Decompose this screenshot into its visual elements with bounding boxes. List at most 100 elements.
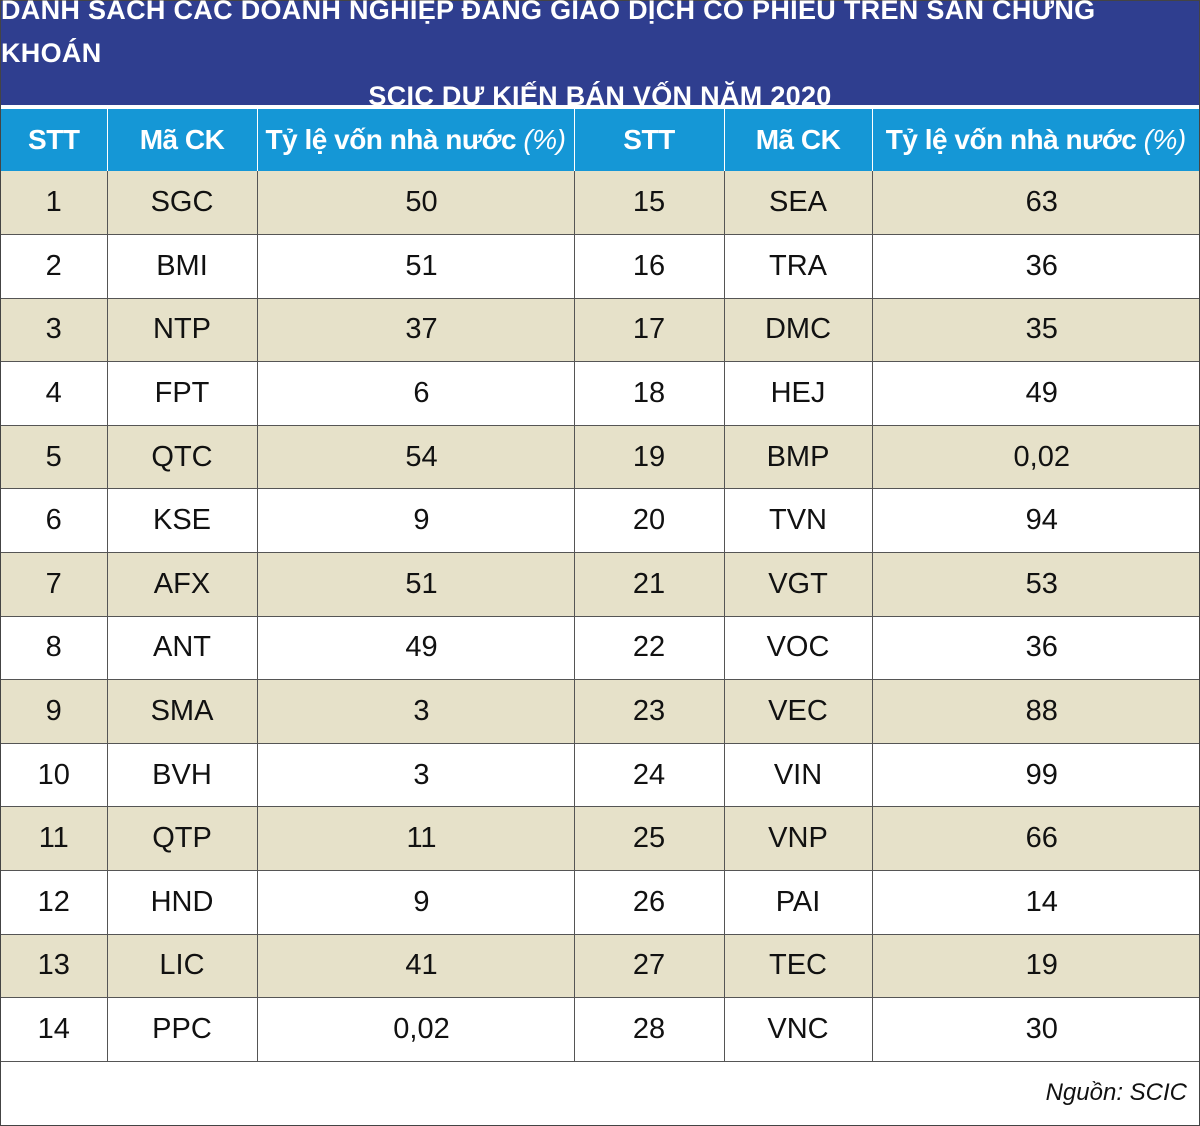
stt-cell: 17 [574, 298, 725, 363]
stt-cell: 13 [1, 934, 108, 999]
stt-cell: 10 [1, 743, 108, 808]
ratio-cell: 9 [257, 870, 575, 935]
code-cell: NTP [107, 298, 258, 363]
code-cell: VNC [724, 997, 873, 1062]
ratio-cell: 37 [257, 298, 575, 363]
stt-cell: 11 [1, 806, 108, 872]
header-stt-2: STT [574, 109, 725, 171]
ratio-cell: 3 [257, 743, 575, 808]
code-cell: QTC [107, 425, 258, 490]
table-body: 1 SGC 50 15 SEA 63 2 BMI 51 16 TRA 36 3 NTP 37 17 DMC 35 4… [1, 171, 1199, 1062]
ratio-cell: 53 [872, 552, 1199, 617]
table-row: 11 QTP 11 25 VNP 66 [1, 806, 1199, 872]
code-cell: HND [107, 870, 258, 935]
table-row: 3 NTP 37 17 DMC 35 [1, 298, 1199, 363]
code-cell: VGT [724, 552, 873, 617]
code-cell: VEC [724, 679, 873, 744]
table-row: 7 AFX 51 21 VGT 53 [1, 552, 1199, 617]
stt-cell: 4 [1, 361, 108, 426]
code-cell: BMI [107, 234, 258, 299]
code-cell: AFX [107, 552, 258, 617]
title-line-2: SCIC DỰ KIẾN BÁN VỐN NĂM 2020 [368, 80, 832, 111]
stt-cell: 7 [1, 552, 108, 617]
table-title: DANH SÁCH CÁC DOANH NGHIỆP ĐANG GIAO DỊC… [1, 0, 1199, 111]
title-line-1: DANH SÁCH CÁC DOANH NGHIỆP ĐANG GIAO DỊC… [1, 0, 1096, 68]
header-ty-le-label-2: Tỷ lệ vốn nhà nước [885, 124, 1137, 155]
ratio-cell: 6 [257, 361, 575, 426]
code-cell: TRA [724, 234, 873, 299]
stt-cell: 9 [1, 679, 108, 744]
ratio-cell: 50 [257, 171, 575, 236]
code-cell: SMA [107, 679, 258, 744]
code-cell: QTP [107, 806, 258, 872]
stt-cell: 24 [574, 743, 725, 808]
stt-cell: 28 [574, 997, 725, 1062]
ratio-cell: 66 [872, 806, 1199, 872]
ratio-cell: 14 [872, 870, 1199, 935]
ratio-cell: 54 [257, 425, 575, 490]
code-cell: TEC [724, 934, 873, 999]
code-cell: TVN [724, 488, 873, 554]
ratio-cell: 49 [257, 616, 575, 681]
code-cell: VOC [724, 616, 873, 681]
header-unit-2: (%) [1143, 124, 1187, 155]
stt-cell: 14 [1, 997, 108, 1062]
header-ma-ck-2: Mã CK [724, 109, 873, 171]
stt-cell: 3 [1, 298, 108, 363]
stt-cell: 15 [574, 171, 725, 236]
ratio-cell: 36 [872, 234, 1199, 299]
code-cell: BMP [724, 425, 873, 490]
stt-cell: 19 [574, 425, 725, 490]
header-unit: (%) [523, 124, 566, 155]
enterprise-table: STT Mã CK Tỷ lệ vốn nhà nước (%) STT Mã … [1, 109, 1199, 1062]
table-row: 14 PPC 0,02 28 VNC 30 [1, 997, 1199, 1062]
code-cell: FPT [107, 361, 258, 426]
stt-cell: 12 [1, 870, 108, 935]
header-stt: STT [1, 109, 108, 171]
stt-cell: 8 [1, 616, 108, 681]
ratio-cell: 3 [257, 679, 575, 744]
table-row: 8 ANT 49 22 VOC 36 [1, 616, 1199, 681]
code-cell: VIN [724, 743, 873, 808]
ratio-cell: 99 [872, 743, 1199, 808]
header-ty-le-label: Tỷ lệ vốn nhà nước [265, 124, 517, 155]
stt-cell: 16 [574, 234, 725, 299]
ratio-cell: 35 [872, 298, 1199, 363]
code-cell: HEJ [724, 361, 873, 426]
table-row: 5 QTC 54 19 BMP 0,02 [1, 425, 1199, 490]
code-cell: ANT [107, 616, 258, 681]
code-cell: PAI [724, 870, 873, 935]
code-cell: BVH [107, 743, 258, 808]
header-ty-le: Tỷ lệ vốn nhà nước (%) [257, 109, 575, 171]
stt-cell: 21 [574, 552, 725, 617]
stt-cell: 6 [1, 488, 108, 554]
code-cell: SEA [724, 171, 873, 236]
header-ma-ck: Mã CK [107, 109, 258, 171]
table-row: 9 SMA 3 23 VEC 88 [1, 679, 1199, 744]
stt-cell: 23 [574, 679, 725, 744]
table-row: 10 BVH 3 24 VIN 99 [1, 743, 1199, 808]
header-ty-le-2: Tỷ lệ vốn nhà nước (%) [872, 109, 1199, 171]
ratio-cell: 88 [872, 679, 1199, 744]
table-row: 1 SGC 50 15 SEA 63 [1, 171, 1199, 236]
table-row: 12 HND 9 26 PAI 14 [1, 870, 1199, 935]
ratio-cell: 30 [872, 997, 1199, 1062]
stt-cell: 2 [1, 234, 108, 299]
header-row: STT Mã CK Tỷ lệ vốn nhà nước (%) STT Mã … [1, 109, 1199, 171]
ratio-cell: 63 [872, 171, 1199, 236]
ratio-cell: 36 [872, 616, 1199, 681]
ratio-cell: 0,02 [257, 997, 575, 1062]
table-row: 6 KSE 9 20 TVN 94 [1, 488, 1199, 554]
stt-cell: 26 [574, 870, 725, 935]
code-cell: DMC [724, 298, 873, 363]
stt-cell: 27 [574, 934, 725, 999]
stt-cell: 25 [574, 806, 725, 872]
table-row: 2 BMI 51 16 TRA 36 [1, 234, 1199, 299]
source-note: Nguồn: SCIC [1045, 1079, 1187, 1106]
ratio-cell: 51 [257, 552, 575, 617]
ratio-cell: 94 [872, 488, 1199, 554]
code-cell: KSE [107, 488, 258, 554]
ratio-cell: 51 [257, 234, 575, 299]
code-cell: PPC [107, 997, 258, 1062]
